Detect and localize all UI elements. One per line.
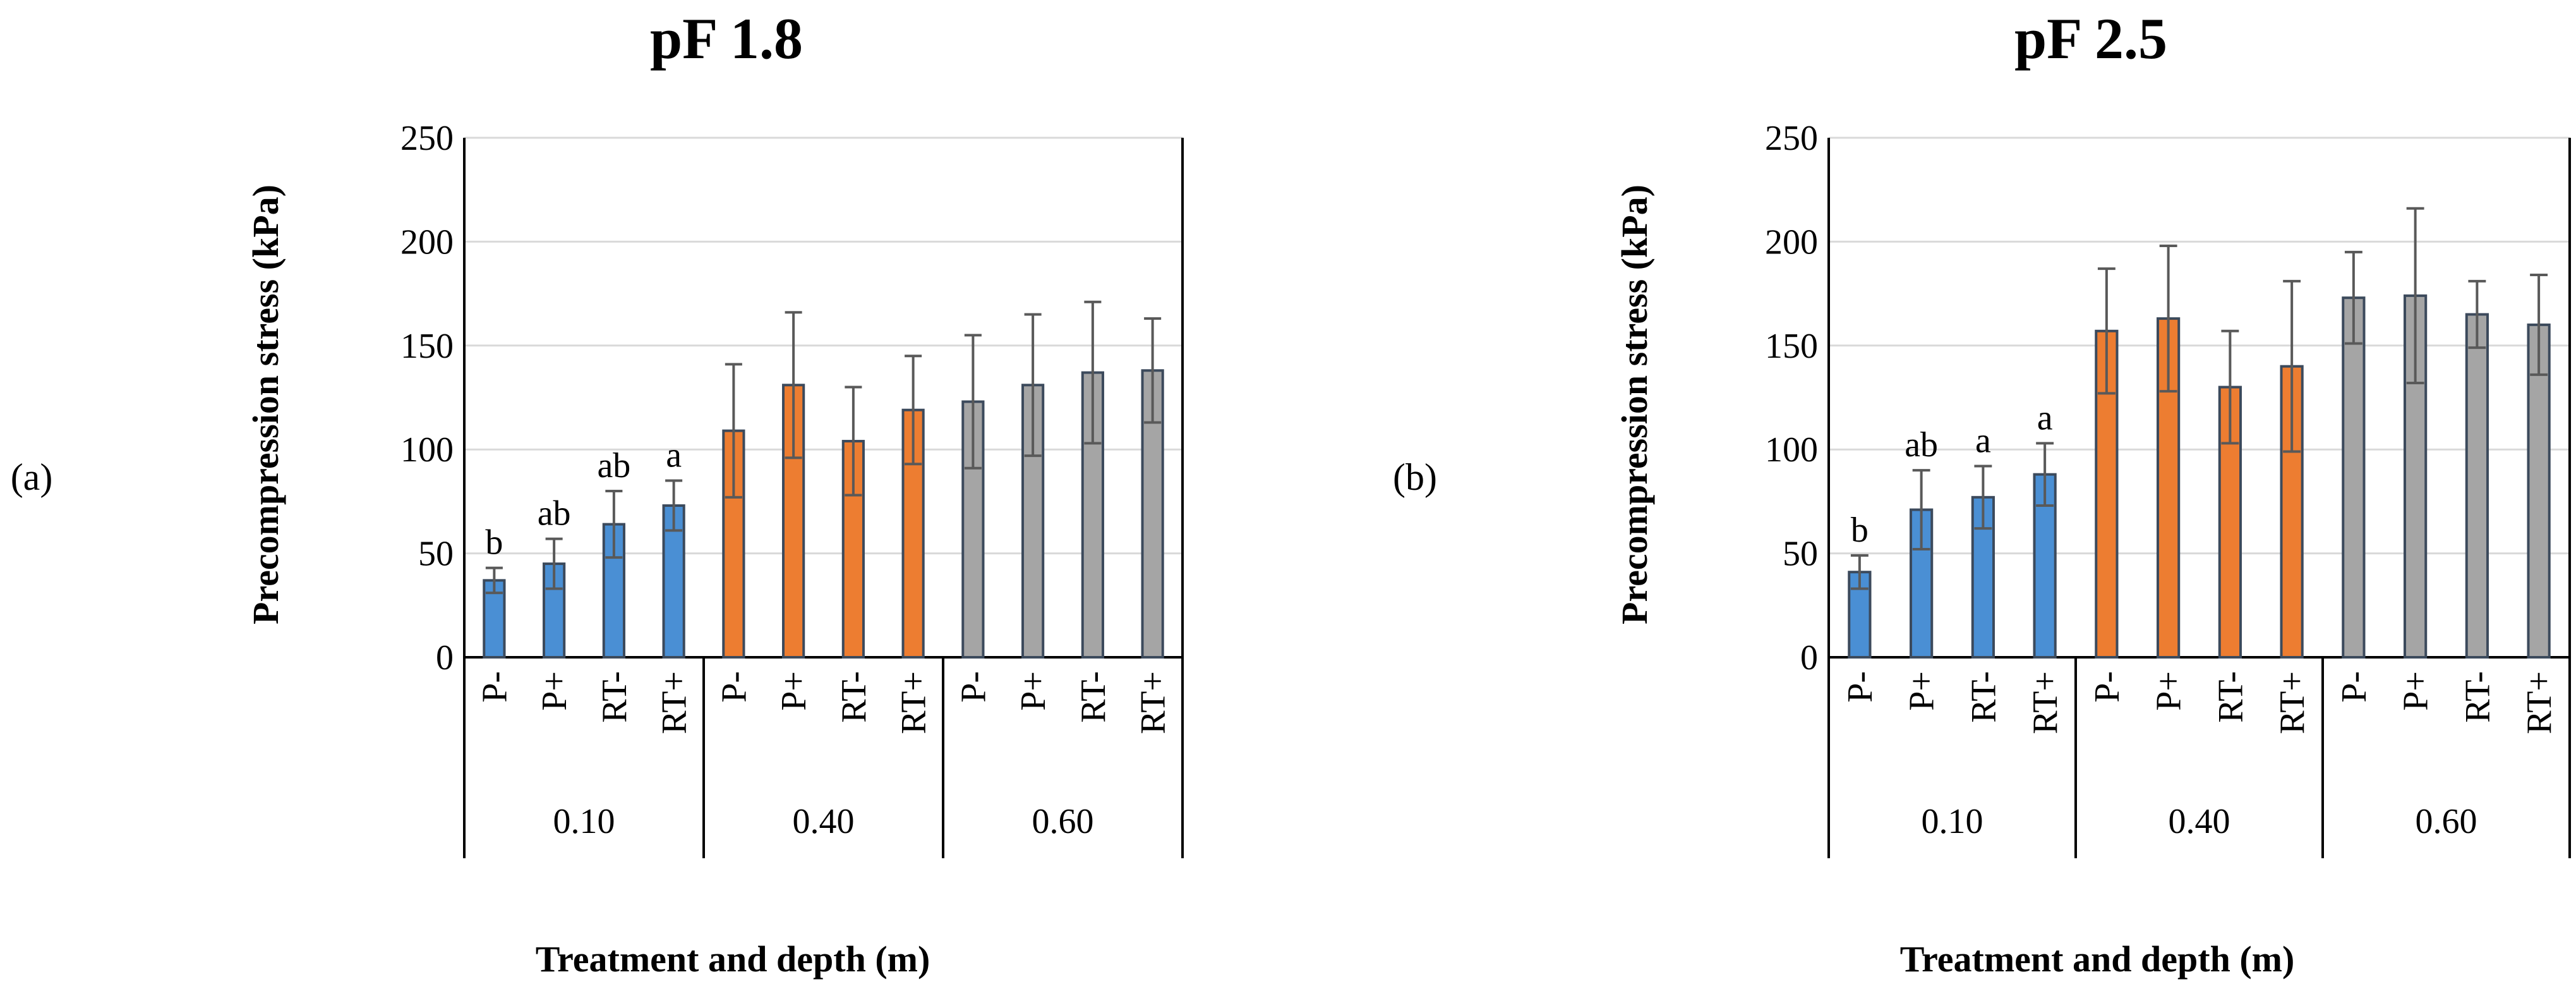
- chart-b-x-tick-label: RT+: [2273, 671, 2312, 734]
- chart-b-x-tick-label: RT-: [2211, 671, 2250, 723]
- chart-a-x-tick-label: P-: [954, 671, 993, 703]
- chart-a-x-tick-label: P-: [475, 671, 514, 703]
- chart-b-x-tick-label: P+: [2397, 671, 2436, 711]
- chart-b-error-bar: [2530, 274, 2548, 376]
- chart-a-error-bar: [964, 334, 982, 470]
- chart-a-error-bar: [1084, 300, 1102, 445]
- chart-b-title: pF 2.5: [2014, 6, 2167, 71]
- chart-b-y-tick-label: 250: [1765, 119, 1818, 158]
- chart-b-error-bar: [2406, 207, 2424, 384]
- chart-b-x-tick-label: RT+: [2520, 671, 2559, 734]
- chart-a-bar: [1141, 369, 1164, 659]
- chart-b-y-tick-label: 150: [1765, 327, 1818, 366]
- chart-b-significance-label: a: [2037, 398, 2053, 437]
- chart-a-x-axis-label: Treatment and depth (m): [536, 938, 930, 980]
- chart-a-error-bar: [605, 489, 623, 559]
- chart-a-group-label: 0.60: [1032, 802, 1094, 841]
- chart-b-error-bar: [1850, 554, 1869, 590]
- chart-b-y-tick-label: 100: [1765, 430, 1818, 470]
- chart-b-x-axis-label: Treatment and depth (m): [1900, 938, 2295, 980]
- chart-b-plot: 0 50 100 150 200 250 b P-ab P+ a RT-a RT+ P- P+ RT- RT+…: [1765, 119, 2571, 858]
- chart-b-x-tick-label: P+: [2150, 671, 2189, 711]
- chart-b-bar: [2465, 313, 2489, 659]
- chart-b-x-tick-label: P-: [2088, 671, 2127, 703]
- chart-a-error-bar: [1024, 313, 1042, 458]
- chart-b-x-tick-label: RT-: [1964, 671, 2003, 723]
- chart-a-x-tick-label: RT+: [894, 671, 934, 734]
- chart-a-significance-label: b: [485, 523, 503, 562]
- chart-b-x-tick-label: P+: [1903, 671, 1942, 711]
- chart-a-y-tick-label: 200: [400, 222, 454, 262]
- chart-a-title: pF 1.8: [650, 6, 803, 71]
- chart-a-y-tick-label: 50: [418, 535, 454, 574]
- chart-a-panel-label: (a): [11, 456, 53, 498]
- chart-a-x-tick-label: P+: [1014, 671, 1053, 711]
- chart-b-error-bar: [1974, 465, 1992, 530]
- chart-a-error-bar: [1144, 317, 1162, 424]
- chart-a-y-axis-label: Precompression stress (kPa): [245, 185, 286, 624]
- chart-b-significance-label: a: [1975, 422, 1991, 461]
- chart-a-group-label: 0.40: [793, 802, 855, 841]
- chart-a-x-tick-label: RT-: [595, 671, 634, 723]
- chart-a-x-tick-label: RT-: [834, 671, 874, 723]
- chart-a-error-bar: [665, 479, 683, 532]
- chart-a-plot: 0 50 100 150 200 250 b P-ab P+ ab RT-a RT+ P- P+ RT- RT…: [400, 119, 1184, 858]
- chart-a-significance-label: ab: [538, 494, 571, 533]
- chart-b-group-label: 0.60: [2416, 802, 2477, 841]
- chart-b-x-tick-label: RT+: [2026, 671, 2065, 734]
- chart-b-error-bar: [2221, 329, 2239, 445]
- chart-b-error-bar: [2283, 279, 2301, 453]
- chart-a-x-tick-label: RT-: [1074, 671, 1113, 723]
- chart-a-error-bar: [785, 311, 802, 459]
- chart-b-x-tick-label: RT-: [2458, 671, 2497, 723]
- chart-a-y-tick-label: 0: [436, 638, 454, 677]
- chart-b-panel-label: (b): [1393, 456, 1437, 498]
- chart-a-error-bar: [485, 566, 503, 595]
- chart-b-error-bar: [2468, 279, 2486, 349]
- chart-a-x-tick-label: RT+: [655, 671, 694, 734]
- chart-b-group-label: 0.10: [1922, 802, 1983, 841]
- chart-b-significance-label: b: [1851, 511, 1869, 550]
- chart-a-x-tick-label: P-: [714, 671, 754, 703]
- chart-b-x-tick-label: P-: [1841, 671, 1880, 703]
- chart-a-significance-label: a: [666, 436, 682, 475]
- chart-a-significance-label: ab: [597, 446, 630, 485]
- chart-b-error-bar: [2097, 267, 2116, 395]
- chart-a-error-bar: [845, 386, 862, 497]
- chart-a-x-tick-label: RT+: [1134, 671, 1173, 734]
- chart-a-y-tick-label: 250: [400, 119, 454, 158]
- chart-b-error-bar: [2036, 442, 2054, 507]
- chart-b-y-tick-label: 50: [1783, 535, 1818, 574]
- chart-a-x-tick-label: P+: [535, 671, 574, 711]
- chart-b-error-bar: [2344, 250, 2362, 345]
- chart-a-error-bar: [725, 363, 742, 499]
- chart-b-y-axis-label: Precompression stress (kPa): [1614, 185, 1655, 624]
- chart-a-y-tick-label: 100: [400, 430, 454, 470]
- chart-b-x-tick-label: P-: [2335, 671, 2374, 703]
- chart-b-error-bar: [1912, 469, 1930, 551]
- chart-a-y-tick-label: 150: [400, 327, 454, 366]
- chart-a-group-label: 0.10: [553, 802, 615, 841]
- chart-a-x-tick-label: P+: [774, 671, 814, 711]
- chart-b-error-bar: [2159, 244, 2177, 393]
- chart-b-y-tick-label: 200: [1765, 222, 1818, 262]
- chart-a-error-bar: [545, 537, 563, 590]
- chart-b-bar: [2342, 296, 2366, 659]
- chart-a-error-bar: [905, 355, 922, 466]
- chart-b-y-tick-label: 0: [1800, 638, 1818, 677]
- chart-b-bar: [2527, 323, 2551, 659]
- chart-b-group-label: 0.40: [2169, 802, 2230, 841]
- chart-b-significance-label: ab: [1905, 425, 1938, 465]
